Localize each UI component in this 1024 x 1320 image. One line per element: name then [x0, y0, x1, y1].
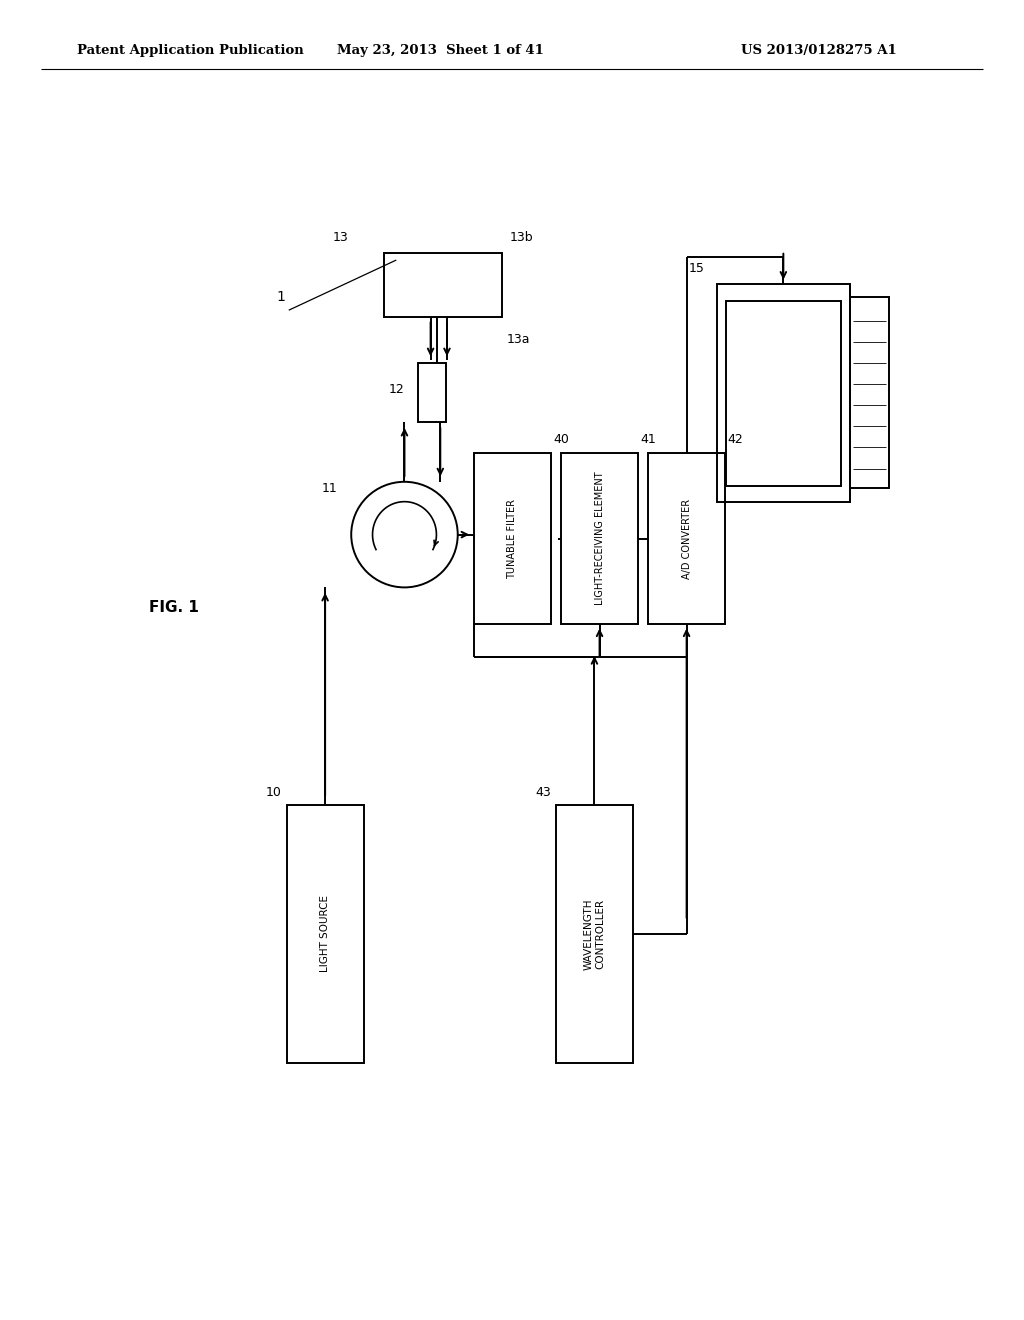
Bar: [556, 805, 633, 1063]
Text: May 23, 2013  Sheet 1 of 41: May 23, 2013 Sheet 1 of 41: [337, 44, 544, 57]
Text: WAVELENGTH
CONTROLLER: WAVELENGTH CONTROLLER: [584, 898, 605, 970]
Text: 43: 43: [536, 785, 551, 799]
Bar: [474, 453, 551, 624]
Text: 12: 12: [389, 383, 404, 396]
Text: US 2013/0128275 A1: US 2013/0128275 A1: [741, 44, 897, 57]
Text: 10: 10: [265, 785, 282, 799]
Text: 40: 40: [553, 433, 569, 446]
Bar: [418, 363, 446, 422]
Text: 13b: 13b: [510, 231, 534, 244]
Text: 42: 42: [727, 433, 742, 446]
Text: 13a: 13a: [507, 333, 530, 346]
Text: LIGHT SOURCE: LIGHT SOURCE: [321, 895, 330, 973]
Text: FIG. 1: FIG. 1: [150, 599, 199, 615]
Bar: [287, 805, 364, 1063]
Text: A/D CONVERTER: A/D CONVERTER: [682, 499, 691, 578]
Bar: [561, 453, 638, 624]
Bar: [648, 453, 725, 624]
Bar: [717, 284, 850, 502]
Text: 41: 41: [640, 433, 655, 446]
Text: 13: 13: [333, 231, 348, 244]
Text: LIGHT-RECEIVING ELEMENT: LIGHT-RECEIVING ELEMENT: [595, 471, 604, 606]
Bar: [850, 297, 889, 488]
Text: 11: 11: [323, 482, 338, 495]
Text: Patent Application Publication: Patent Application Publication: [77, 44, 303, 57]
Text: 15: 15: [688, 261, 705, 275]
Bar: [726, 301, 841, 486]
Text: 1: 1: [276, 289, 286, 304]
Text: TUNABLE FILTER: TUNABLE FILTER: [508, 499, 517, 578]
Bar: [384, 253, 502, 317]
